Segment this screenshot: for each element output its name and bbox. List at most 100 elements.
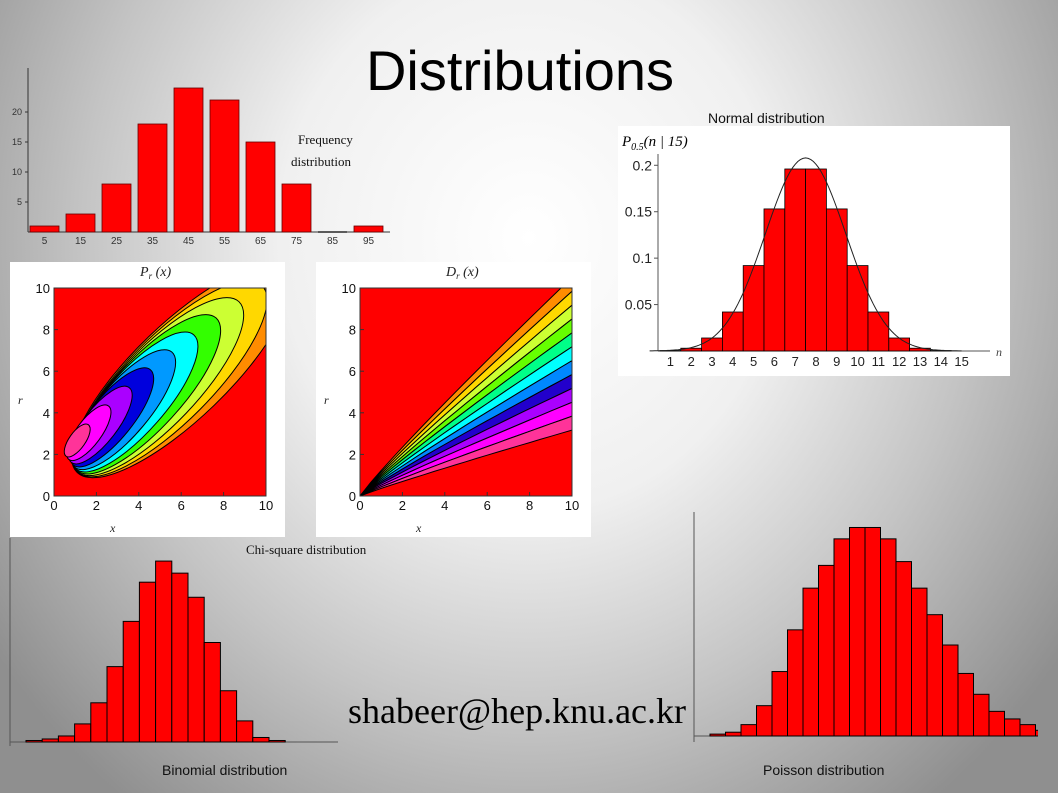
binomial-chart	[9, 538, 338, 746]
x-tick-label: 10	[565, 498, 579, 513]
normal-bar	[825, 208, 848, 352]
frequency-bar	[281, 183, 312, 233]
poisson-bar	[895, 561, 912, 737]
poisson-bar	[709, 733, 726, 737]
y-tick-label: 10	[36, 281, 50, 296]
binomial-bar	[25, 739, 43, 743]
binomial-bar	[155, 560, 173, 743]
poisson-bar	[833, 538, 850, 737]
frequency-tick-label: 55	[219, 236, 231, 247]
y-tick-label: 8	[349, 323, 356, 338]
slide-title: Distributions	[365, 39, 675, 102]
normal-x-tick-label: 13	[913, 354, 927, 369]
poisson-bar	[1004, 718, 1021, 737]
normal-x-tick-label: 2	[688, 354, 695, 369]
contact-email: shabeer@hep.knu.ac.kr	[348, 691, 687, 731]
poisson-caption: Poisson distribution	[763, 762, 885, 778]
frequency-y-tick-label: 5	[17, 197, 22, 207]
normal-x-tick-label: 12	[892, 354, 906, 369]
frequency-bar	[245, 141, 276, 233]
frequency-bar	[209, 99, 240, 233]
normal-y-tick-label: 0.05	[625, 297, 652, 313]
y-tick-label: 8	[43, 323, 50, 338]
binomial-bar	[41, 738, 59, 743]
chisquare-caption: Chi-square distribution	[246, 542, 367, 557]
binomial-bar	[138, 581, 157, 743]
contour-regions	[54, 288, 266, 496]
binomial-bar	[90, 702, 108, 743]
poisson-bar	[973, 693, 990, 737]
poisson-bar	[1035, 729, 1038, 737]
poisson-bar	[725, 731, 742, 737]
normal-x-tick-label: 4	[729, 354, 736, 369]
normal-x-tick-label: 11	[872, 354, 886, 369]
x-axis-label: x	[415, 521, 422, 535]
normal-caption: Normal distribution	[708, 110, 825, 126]
normal-y-tick-label: 0.1	[633, 250, 653, 266]
binomial-bar	[236, 720, 254, 743]
x-tick-label: 4	[135, 498, 142, 513]
normal-y-tick-label: 0.15	[625, 204, 652, 220]
normal-bar	[867, 311, 890, 352]
contour-title: Dr (x)	[445, 265, 479, 281]
y-tick-label: 0	[43, 489, 50, 504]
x-tick-label: 4	[441, 498, 448, 513]
normal-x-tick-label: 3	[708, 354, 715, 369]
frequency-caption-line2: distribution	[291, 154, 351, 169]
normal-x-tick-label: 6	[771, 354, 778, 369]
y-tick-label: 2	[43, 447, 50, 462]
binomial-bar	[187, 596, 205, 743]
poisson-bar	[740, 724, 757, 737]
x-tick-label: 6	[178, 498, 185, 513]
y-tick-label: 0	[349, 489, 356, 504]
poisson-bar	[926, 614, 943, 737]
plot-frame	[359, 287, 573, 497]
poisson-bar	[911, 587, 928, 737]
normal-curve	[649, 157, 962, 352]
frequency-bar	[137, 123, 168, 233]
poisson-bar	[942, 644, 959, 737]
normal-bar	[701, 337, 723, 352]
y-axis-label: r	[18, 393, 23, 407]
poisson-bar	[756, 705, 773, 737]
normal-bar	[888, 337, 910, 352]
x-tick-label: 2	[399, 498, 406, 513]
frequency-bar	[353, 225, 384, 233]
normal-x-label: n	[996, 345, 1002, 359]
binomial-bar	[57, 735, 76, 743]
frequency-tick-label: 25	[111, 236, 123, 247]
frequency-tick-label: 75	[291, 236, 303, 247]
normal-title: P0.5(n | 15)	[621, 134, 688, 153]
normal-bar	[805, 168, 827, 352]
contour-band	[63, 423, 91, 458]
normal-x-tick-label: 5	[750, 354, 757, 369]
poisson-chart	[693, 512, 1038, 742]
normal-bar	[763, 208, 786, 352]
x-tick-label: 0	[50, 498, 57, 513]
contour-title: Pr (x)	[139, 265, 171, 281]
binomial-bar	[268, 739, 286, 743]
binomial-bar	[106, 666, 124, 743]
normal-bar	[846, 265, 869, 352]
x-axis-label: x	[109, 521, 116, 535]
y-axis-label: r	[324, 393, 329, 407]
poisson-bar	[1019, 724, 1036, 737]
binomial-bar	[171, 572, 189, 743]
frequency-caption-line1: Frequency	[298, 132, 353, 147]
binomial-caption: Binomial distribution	[162, 762, 288, 778]
frequency-y-tick-label: 15	[12, 137, 22, 147]
contour-band	[360, 415, 572, 496]
poisson-bar	[988, 710, 1005, 737]
x-tick-label: 10	[259, 498, 273, 513]
frequency-y-tick-label: 10	[12, 167, 22, 177]
normal-x-tick-label: 8	[812, 354, 819, 369]
normal-bar	[722, 311, 744, 352]
plot-frame	[53, 287, 267, 497]
normal-x-tick-label: 15	[954, 354, 968, 369]
dr-contour-chart: 0 2 4 6 8 10 0 2 4 6 8 10 x r Dr (x)	[316, 262, 591, 537]
binomial-bar	[252, 736, 270, 743]
normal-x-tick-label: 14	[934, 354, 948, 369]
x-tick-label: 6	[484, 498, 491, 513]
frequency-tick-label: 85	[327, 236, 339, 247]
normal-x-tick-label: 1	[667, 354, 674, 369]
